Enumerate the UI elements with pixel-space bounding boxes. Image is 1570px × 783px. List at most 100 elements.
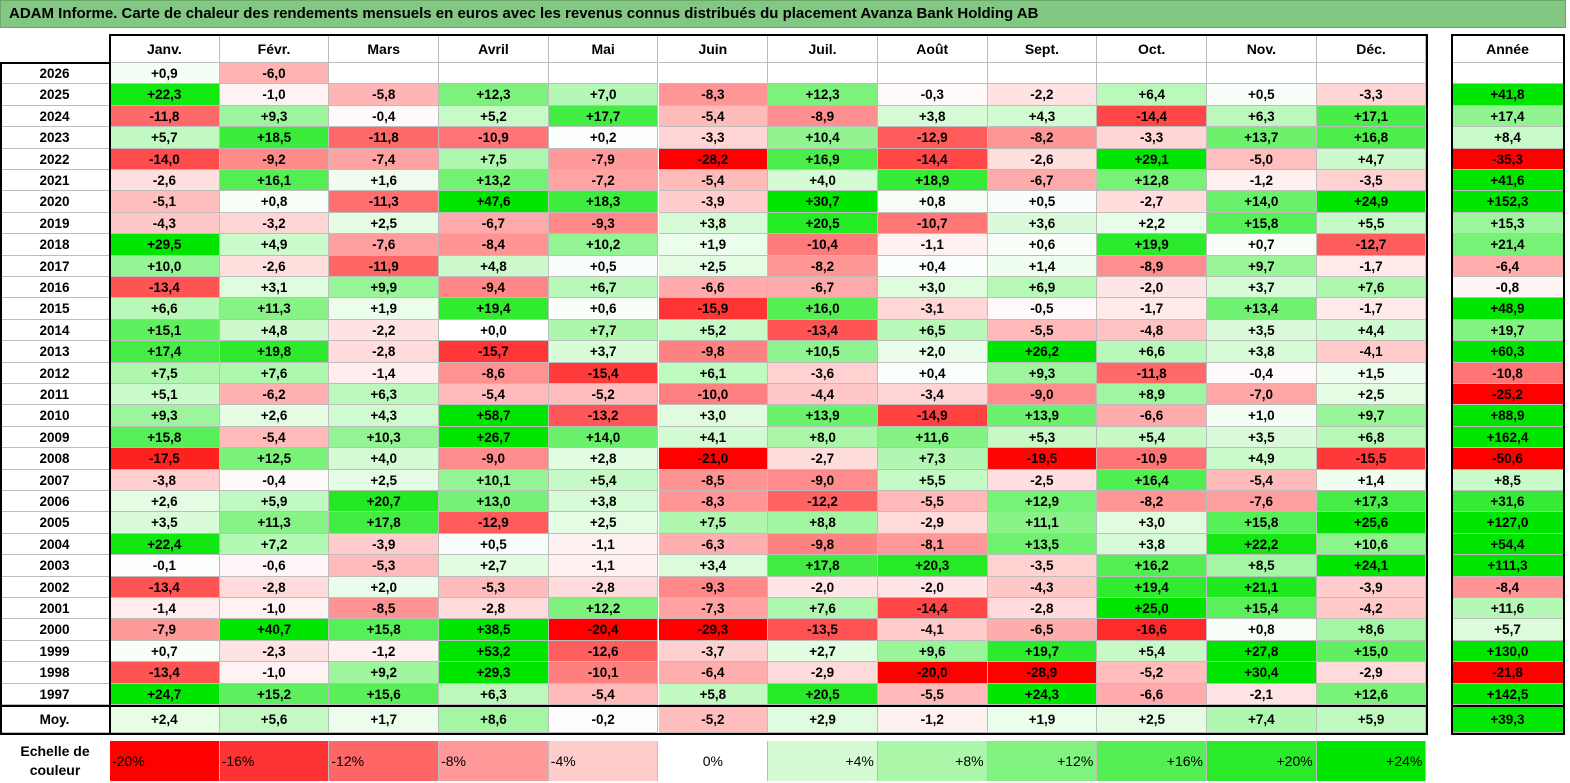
heatmap-cell: +1,6 (329, 170, 440, 192)
heatmap-cell: +22,4 (110, 533, 220, 556)
annual-cell: +21,4 (1452, 234, 1564, 256)
heatmap-cell: -6,4 (658, 662, 769, 684)
heatmap-cell: -2,8 (548, 576, 659, 598)
heatmap-cell: +17,3 (1316, 491, 1427, 513)
heatmap-cell: +3,1 (219, 277, 330, 299)
heatmap-cell: +3,5 (110, 512, 220, 534)
heatmap-cell: +2,5 (548, 512, 659, 534)
heatmap-cell: -11,8 (1097, 362, 1207, 384)
heatmap-cell (658, 63, 769, 85)
heatmap-cell: -6,6 (1097, 405, 1207, 427)
row-year-label: 2005 (0, 512, 110, 534)
column-header: Déc. (1316, 35, 1427, 63)
heatmap-cell: +3,5 (1207, 426, 1317, 449)
heatmap-cell: +5,4 (548, 469, 659, 491)
heatmap-cell: +13,2 (439, 170, 549, 192)
heatmap-cell: +5,4 (1097, 640, 1207, 663)
heatmap-cell: +4,3 (987, 105, 1098, 128)
scale-swatch: +4% (768, 741, 878, 781)
column-header: Juin (658, 35, 769, 63)
heatmap-cell: +5,7 (110, 127, 220, 149)
heatmap-cell: -6,7 (768, 277, 878, 299)
annual-cell: +88,9 (1452, 405, 1564, 427)
heatmap-cell: -15,5 (1316, 448, 1427, 470)
average-cell: +2,9 (768, 707, 878, 733)
heatmap-cell: -1,7 (1097, 298, 1207, 320)
heatmap-cell: -3,9 (329, 533, 440, 556)
heatmap-cell: -3,2 (219, 212, 330, 235)
heatmap-cell: +11,6 (877, 426, 988, 449)
heatmap-cell: +2,6 (219, 405, 330, 427)
heatmap-cell: +6,4 (1097, 84, 1207, 106)
heatmap-cell: +12,3 (439, 84, 549, 106)
heatmap-cell: +3,0 (1097, 512, 1207, 534)
heatmap-cell: +25,6 (1316, 512, 1427, 534)
row-year-label: 2008 (0, 448, 110, 470)
heatmap-cell: +47,6 (439, 191, 549, 213)
heatmap-cell: +4,8 (219, 319, 330, 342)
row-year-label: 1999 (0, 640, 110, 663)
heatmap-cell: +13,0 (439, 491, 549, 513)
heatmap-cell: +0,5 (1207, 84, 1317, 106)
scale-swatch: +16% (1097, 741, 1207, 781)
row-year-label: 1998 (0, 662, 110, 684)
heatmap-cell: -5,4 (1207, 469, 1317, 491)
heatmap-cell: -1,4 (110, 598, 220, 620)
heatmap-cell: +0,4 (877, 255, 988, 277)
annual-cell: +152,3 (1452, 191, 1564, 213)
heatmap-cell: +2,5 (329, 212, 440, 235)
heatmap-cell: -5,5 (987, 319, 1098, 342)
column-header: Févr. (219, 35, 330, 63)
heatmap-cell: -3,5 (987, 555, 1098, 577)
heatmap-cell: -1,1 (877, 234, 988, 256)
average-separator (0, 705, 1429, 707)
heatmap-cell: -6,5 (987, 619, 1098, 641)
scale-swatch: +8% (877, 741, 988, 781)
heatmap-cell: +6,5 (877, 319, 988, 342)
annual-cell: +142,5 (1452, 683, 1564, 705)
heatmap-cell: -2,9 (768, 662, 878, 684)
row-year-label: 2023 (0, 127, 110, 149)
heatmap-cell: -14,0 (110, 148, 220, 170)
heatmap-cell: +4,4 (1316, 319, 1427, 342)
heatmap-cell: +3,8 (658, 212, 769, 235)
heatmap-cell: -9,3 (548, 212, 659, 235)
heatmap-cell: -14,9 (877, 405, 988, 427)
heatmap-cell: -8,9 (768, 105, 878, 128)
heatmap-cell: +10,3 (329, 426, 440, 449)
annual-cell: -50,6 (1452, 448, 1564, 470)
heatmap-cell: -11,8 (110, 105, 220, 128)
heatmap-cell: +0,6 (987, 234, 1098, 256)
heatmap-cell: -0,1 (110, 555, 220, 577)
heatmap-cell: +20,7 (329, 491, 440, 513)
heatmap-cell: +20,3 (877, 555, 988, 577)
heatmap-cell: -1,4 (329, 362, 440, 384)
heatmap-cell: +2,7 (768, 640, 878, 663)
heatmap-cell: +11,1 (987, 512, 1098, 534)
heatmap-cell: +38,5 (439, 619, 549, 641)
heatmap-cell: +5,3 (987, 426, 1098, 449)
heatmap-cell: +2,2 (1097, 212, 1207, 235)
heatmap-cell: +3,8 (1097, 533, 1207, 556)
heatmap-cell: +7,7 (548, 319, 659, 342)
heatmap-cell: -0,4 (219, 469, 330, 491)
heatmap-cell: +2,0 (329, 576, 440, 598)
heatmap-cell: -7,0 (1207, 384, 1317, 406)
heatmap-cell: +4,7 (1316, 148, 1427, 170)
heatmap-cell: +0,8 (1207, 619, 1317, 641)
heatmap-cell: +29,3 (439, 662, 549, 684)
row-year-label: 2007 (0, 469, 110, 491)
heatmap-cell: +8,0 (768, 426, 878, 449)
heatmap-cell: +15,2 (219, 683, 330, 705)
annual-cell: +54,4 (1452, 533, 1564, 556)
heatmap-cell: +12,9 (987, 491, 1098, 513)
heatmap-cell: +16,0 (768, 298, 878, 320)
annual-cell: +31,6 (1452, 491, 1564, 513)
heatmap-cell: -6,3 (658, 533, 769, 556)
row-year-label: 2015 (0, 298, 110, 320)
heatmap-cell: +2,6 (110, 491, 220, 513)
heatmap-cell: +6,7 (548, 277, 659, 299)
heatmap-cell: +15,8 (110, 426, 220, 449)
heatmap-cell: +2,7 (439, 555, 549, 577)
average-cell: +1,9 (987, 707, 1098, 733)
